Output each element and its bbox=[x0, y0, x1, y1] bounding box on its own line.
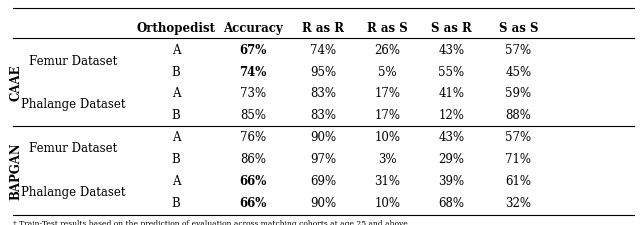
Text: B: B bbox=[172, 153, 180, 166]
Text: 69%: 69% bbox=[310, 174, 336, 187]
Text: 66%: 66% bbox=[239, 174, 266, 187]
Text: S as R: S as R bbox=[431, 22, 472, 34]
Text: † Train-Test results based on the prediction of evaluation across matching cohor: † Train-Test results based on the predic… bbox=[13, 219, 408, 225]
Text: A: A bbox=[172, 174, 180, 187]
Text: 5%: 5% bbox=[378, 65, 397, 78]
Text: 41%: 41% bbox=[438, 87, 464, 100]
Text: Phalange Dataset: Phalange Dataset bbox=[21, 185, 126, 198]
Text: Phalange Dataset: Phalange Dataset bbox=[21, 98, 126, 111]
Text: 12%: 12% bbox=[438, 109, 464, 122]
Text: 39%: 39% bbox=[438, 174, 464, 187]
Text: A: A bbox=[172, 43, 180, 56]
Text: R as S: R as S bbox=[367, 22, 408, 34]
Text: 45%: 45% bbox=[506, 65, 531, 78]
Text: 95%: 95% bbox=[310, 65, 336, 78]
Text: 3%: 3% bbox=[378, 153, 397, 166]
Text: 10%: 10% bbox=[374, 196, 400, 209]
Text: CAAE: CAAE bbox=[10, 64, 22, 101]
Text: Femur Dataset: Femur Dataset bbox=[29, 142, 118, 155]
Text: 17%: 17% bbox=[374, 87, 400, 100]
Text: A: A bbox=[172, 87, 180, 100]
Text: 83%: 83% bbox=[310, 109, 336, 122]
Text: 43%: 43% bbox=[438, 131, 464, 144]
Text: 43%: 43% bbox=[438, 43, 464, 56]
Text: 71%: 71% bbox=[506, 153, 531, 166]
Text: 88%: 88% bbox=[506, 109, 531, 122]
Text: 90%: 90% bbox=[310, 196, 336, 209]
Text: B: B bbox=[172, 109, 180, 122]
Text: B: B bbox=[172, 65, 180, 78]
Text: Accuracy: Accuracy bbox=[223, 22, 283, 34]
Text: 31%: 31% bbox=[374, 174, 400, 187]
Text: 68%: 68% bbox=[438, 196, 464, 209]
Text: 85%: 85% bbox=[240, 109, 266, 122]
Text: 90%: 90% bbox=[310, 131, 336, 144]
Text: 59%: 59% bbox=[506, 87, 531, 100]
Text: 97%: 97% bbox=[310, 153, 336, 166]
Text: 29%: 29% bbox=[438, 153, 464, 166]
Text: 10%: 10% bbox=[374, 131, 400, 144]
Text: 55%: 55% bbox=[438, 65, 464, 78]
Text: 76%: 76% bbox=[240, 131, 266, 144]
Text: 67%: 67% bbox=[239, 43, 266, 56]
Text: B: B bbox=[172, 196, 180, 209]
Text: 61%: 61% bbox=[506, 174, 531, 187]
Text: BAPGAN: BAPGAN bbox=[10, 141, 22, 199]
Text: S as S: S as S bbox=[499, 22, 538, 34]
Text: 26%: 26% bbox=[374, 43, 400, 56]
Text: 74%: 74% bbox=[239, 65, 266, 78]
Text: 17%: 17% bbox=[374, 109, 400, 122]
Text: A: A bbox=[172, 131, 180, 144]
Text: Orthopedist: Orthopedist bbox=[136, 22, 216, 34]
Text: R as R: R as R bbox=[302, 22, 344, 34]
Text: 73%: 73% bbox=[240, 87, 266, 100]
Text: 57%: 57% bbox=[506, 43, 531, 56]
Text: 66%: 66% bbox=[239, 196, 266, 209]
Text: Femur Dataset: Femur Dataset bbox=[29, 54, 118, 67]
Text: 86%: 86% bbox=[240, 153, 266, 166]
Text: 32%: 32% bbox=[506, 196, 531, 209]
Text: 83%: 83% bbox=[310, 87, 336, 100]
Text: 74%: 74% bbox=[310, 43, 336, 56]
Text: 57%: 57% bbox=[506, 131, 531, 144]
